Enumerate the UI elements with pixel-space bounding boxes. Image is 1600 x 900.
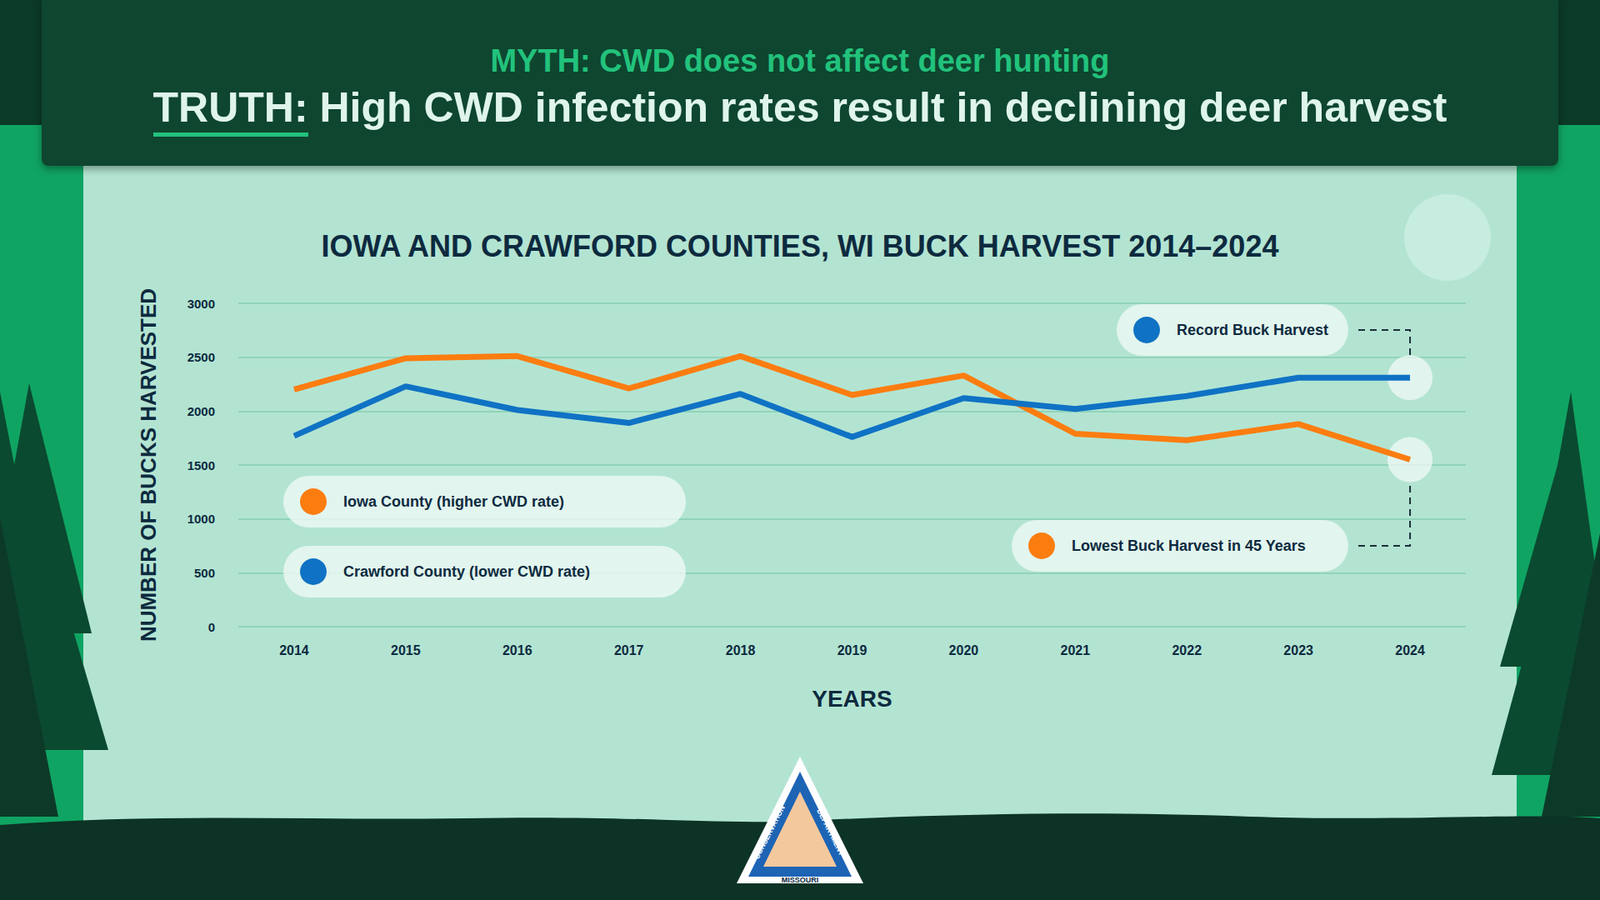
svg-text:NUMBER OF BUCKS HARVESTED: NUMBER OF BUCKS HARVESTED <box>135 288 161 642</box>
html-text:TRUTH: High CWD infection rate: TRUTH: High CWD infection rates result i… <box>152 84 1448 131</box>
svg-text:YEARS: YEARS <box>811 685 892 712</box>
svg-text:2023: 2023 <box>1283 643 1314 658</box>
svg-text:2020: 2020 <box>949 643 980 658</box>
svg-text:0: 0 <box>208 620 215 635</box>
svg-text:2018: 2018 <box>725 643 756 658</box>
svg-text:500: 500 <box>194 565 215 580</box>
svg-text:1500: 1500 <box>187 458 215 473</box>
html-text:MYTH: CWD does not affect deer: MYTH: CWD does not affect deer hunting <box>490 43 1110 79</box>
svg-text:2014: 2014 <box>279 643 310 658</box>
svg-text:2019: 2019 <box>837 643 868 658</box>
svg-text:2021: 2021 <box>1060 643 1091 658</box>
svg-text:2500: 2500 <box>187 350 215 365</box>
svg-text:DEPARTMENT: DEPARTMENT <box>815 807 846 858</box>
svg-text:Lowest Buck Harvest in 45 Year: Lowest Buck Harvest in 45 Years <box>1071 537 1306 555</box>
svg-text:CONSERVATION: CONSERVATION <box>752 804 787 861</box>
svg-text:2024: 2024 <box>1395 643 1425 658</box>
svg-text:2016: 2016 <box>502 643 533 658</box>
svg-text:Iowa County (higher CWD rate): Iowa County (higher CWD rate) <box>343 493 565 510</box>
svg-text:1000: 1000 <box>187 511 215 526</box>
svg-text:2015: 2015 <box>390 643 421 658</box>
svg-text:2017: 2017 <box>614 643 645 658</box>
svg-text:2022: 2022 <box>1171 643 1202 658</box>
svg-text:Crawford County (lower CWD rat: Crawford County (lower CWD rate) <box>343 563 590 580</box>
svg-text:MISSOURI: MISSOURI <box>781 875 820 885</box>
svg-text:IOWA AND CRAWFORD COUNTIES, WI: IOWA AND CRAWFORD COUNTIES, WI BUCK HARV… <box>321 229 1280 264</box>
svg-text:2000: 2000 <box>187 404 215 419</box>
svg-text:3000: 3000 <box>187 296 215 311</box>
svg-text:Record Buck Harvest: Record Buck Harvest <box>1176 321 1329 339</box>
